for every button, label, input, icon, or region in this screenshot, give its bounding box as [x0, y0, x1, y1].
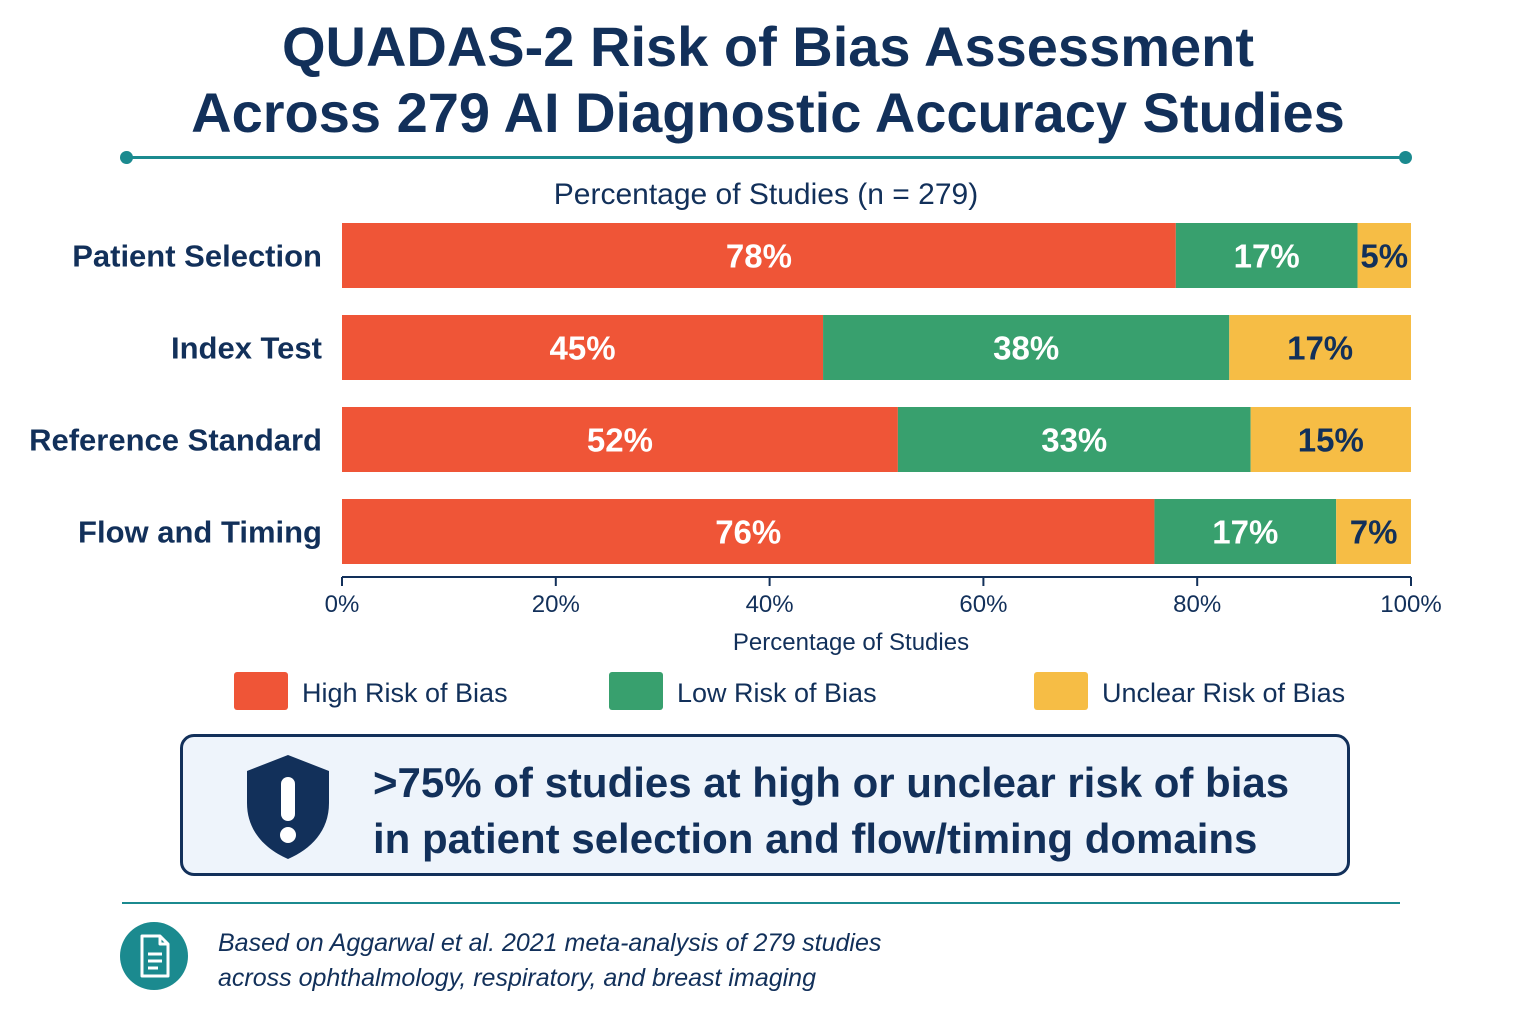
category-label-flow-and-timing: Flow and Timing: [78, 515, 322, 550]
bar-segment-flow-and-timing-unclear-risk-of-bias: [1336, 499, 1411, 564]
data-label-index-test-low-risk-of-bias: 38%: [993, 330, 1059, 367]
legend: High Risk of Bias Low Risk of Bias Unclear…: [234, 672, 1345, 710]
category-label-patient-selection: Patient Selection: [72, 239, 322, 274]
x-axis-label: Percentage of Studies: [733, 629, 969, 656]
data-label-patient-selection-high-risk-of-bias: 78%: [726, 238, 792, 275]
callout-text: >75% of studies at high or unclear risk …: [373, 755, 1333, 867]
x-tick-label-0: 0%: [325, 591, 360, 618]
source-footnote: Based on Aggarwal et al. 2021 meta-analy…: [218, 926, 881, 996]
chart-title-line-2: Across 279 AI Diagnostic Accuracy Studie…: [191, 81, 1345, 144]
data-label-flow-and-timing-low-risk-of-bias: 17%: [1212, 514, 1278, 551]
callout-line-1: >75% of studies at high or unclear risk …: [373, 759, 1290, 806]
legend-label-high-risk-of-bias: High Risk of Bias: [302, 678, 508, 708]
footnote-line-2: across ophthalmology, respiratory, and b…: [218, 964, 816, 992]
bar-segment-flow-and-timing-low-risk-of-bias: [1154, 499, 1337, 564]
data-label-reference-standard-unclear-risk-of-bias: 15%: [1298, 422, 1364, 459]
plot-area: Patient Selection 78% 17% 5% Index Test 45% 38…: [29, 223, 1411, 564]
x-tick-label-100: 100%: [1380, 591, 1441, 618]
x-tick-label-20: 20%: [532, 591, 580, 618]
data-label-patient-selection-low-risk-of-bias: 17%: [1234, 238, 1300, 275]
bar-segment-patient-selection-unclear-risk-of-bias: [1357, 223, 1411, 288]
x-tick-label-60: 60%: [959, 591, 1007, 618]
footnote-line-1: Based on Aggarwal et al. 2021 meta-analy…: [218, 929, 882, 957]
category-label-reference-standard: Reference Standard: [29, 423, 322, 458]
callout-line-2: in patient selection and flow/timing dom…: [373, 815, 1258, 862]
bar-segment-reference-standard-unclear-risk-of-bias: [1250, 407, 1411, 472]
bar-segment-index-test-low-risk-of-bias: [823, 315, 1230, 380]
category-label-index-test: Index Test: [171, 331, 322, 366]
data-label-index-test-unclear-risk-of-bias: 17%: [1287, 330, 1353, 367]
footer-divider: [122, 902, 1400, 904]
data-label-index-test-high-risk-of-bias: 45%: [549, 330, 615, 367]
legend-swatch-low-risk-of-bias: [609, 672, 663, 710]
title-divider: [120, 151, 1412, 164]
bar-segment-patient-selection-low-risk-of-bias: [1175, 223, 1358, 288]
x-axis: 0% 20% 40% 60% 80% 100%: [325, 576, 1442, 618]
data-label-reference-standard-low-risk-of-bias: 33%: [1041, 422, 1107, 459]
stacked-bar-chart: Percentage of Studies (n = 279) Patient …: [29, 178, 1442, 710]
x-tick-label-80: 80%: [1173, 591, 1221, 618]
chart-title: QUADAS-2 Risk of Bias Assessment Across …: [0, 14, 1536, 146]
bar-segment-flow-and-timing-high-risk-of-bias: [342, 499, 1155, 564]
legend-swatch-high-risk-of-bias: [234, 672, 288, 710]
data-label-reference-standard-high-risk-of-bias: 52%: [587, 422, 653, 459]
legend-swatch-unclear-risk-of-bias: [1034, 672, 1088, 710]
bar-segment-reference-standard-high-risk-of-bias: [342, 407, 898, 472]
bar-segment-reference-standard-low-risk-of-bias: [897, 407, 1251, 472]
bar-segment-index-test-high-risk-of-bias: [342, 315, 824, 380]
chart-title-line-1: QUADAS-2 Risk of Bias Assessment: [281, 15, 1254, 78]
data-label-flow-and-timing-unclear-risk-of-bias: 7%: [1350, 514, 1398, 551]
legend-label-low-risk-of-bias: Low Risk of Bias: [677, 678, 877, 708]
document-icon: [120, 922, 188, 990]
data-label-flow-and-timing-high-risk-of-bias: 76%: [715, 514, 781, 551]
shield-alert-icon: [247, 755, 329, 859]
bar-segment-patient-selection-high-risk-of-bias: [342, 223, 1176, 288]
bar-segment-index-test-unclear-risk-of-bias: [1229, 315, 1411, 380]
x-tick-label-40: 40%: [746, 591, 794, 618]
key-finding-callout: >75% of studies at high or unclear risk …: [180, 734, 1350, 876]
chart-subtitle: Percentage of Studies (n = 279): [554, 178, 978, 211]
data-label-patient-selection-unclear-risk-of-bias: 5%: [1360, 238, 1408, 275]
legend-label-unclear-risk-of-bias: Unclear Risk of Bias: [1102, 678, 1345, 708]
